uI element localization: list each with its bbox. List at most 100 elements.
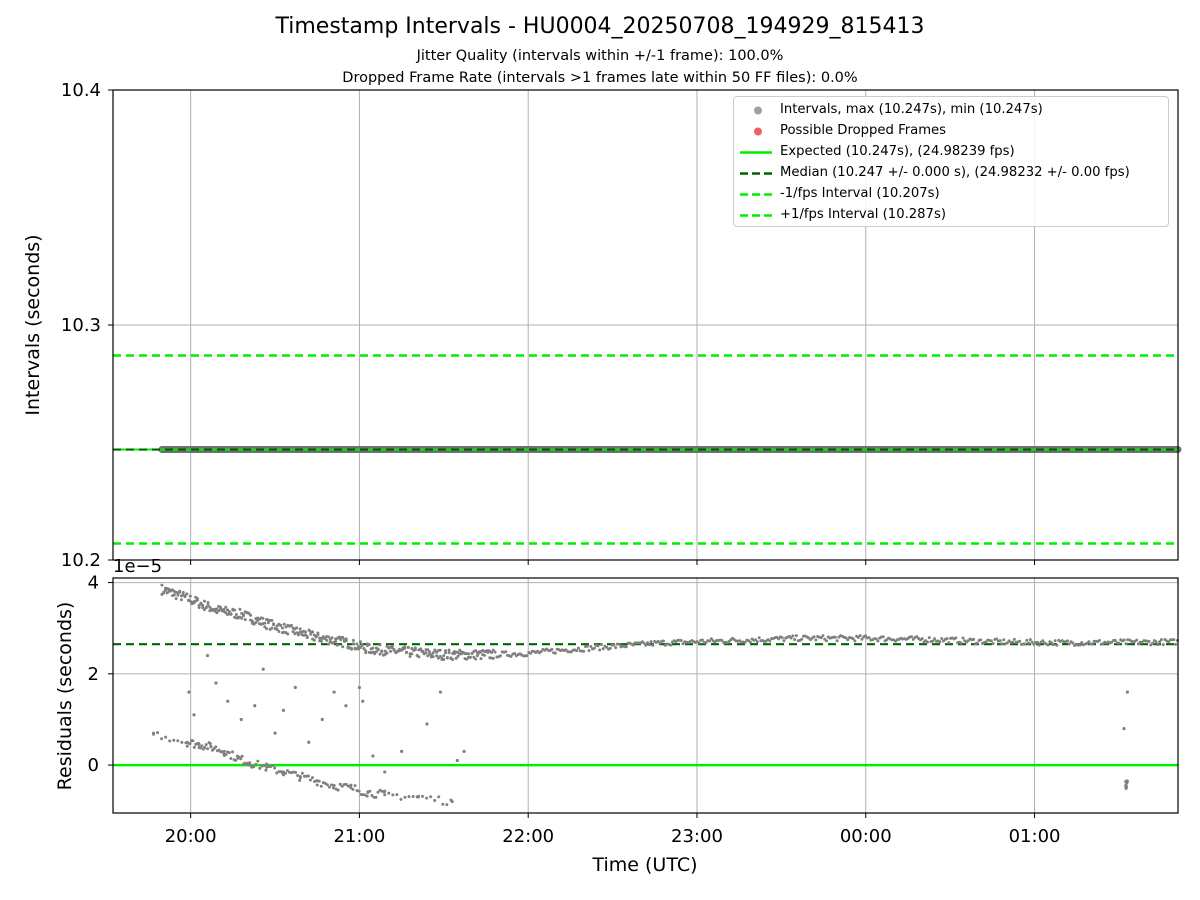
residual-point-27 — [183, 595, 187, 599]
residual-point-636 — [954, 636, 958, 640]
residual-point-702 — [1071, 641, 1075, 645]
residual-point-216 — [351, 642, 355, 646]
residual-point-436 — [599, 643, 603, 647]
residual-low-point-891 — [395, 793, 399, 797]
residuals-y-tick-label-1: 2 — [88, 664, 99, 685]
residual-point-539 — [782, 639, 786, 643]
residual-point-152 — [295, 626, 299, 630]
residual-point-372 — [490, 650, 494, 654]
residual-point-365 — [482, 653, 486, 657]
residual-point-569 — [835, 639, 839, 643]
residual-point-162 — [303, 630, 307, 634]
residual-low-point-784 — [203, 745, 207, 749]
residual-point-83 — [233, 608, 237, 612]
residual-point-707 — [1080, 641, 1084, 645]
residual-low-point-933 — [1125, 779, 1129, 783]
legend-line-median — [740, 172, 772, 175]
residual-point-22 — [179, 598, 183, 602]
residual-point-595 — [881, 635, 885, 639]
residual-point-168 — [309, 632, 313, 636]
residual-point-205 — [341, 645, 345, 649]
residual-point-498 — [709, 637, 713, 641]
residual-point-124 — [270, 626, 274, 630]
residual-point-325 — [447, 651, 451, 655]
residual-point-321 — [443, 649, 447, 653]
residual-outlier-point-949 — [357, 685, 362, 690]
residual-low-point-799 — [224, 753, 228, 757]
residual-low-point-844 — [300, 771, 304, 775]
residual-point-333 — [454, 656, 458, 660]
chart-title: Timestamp Intervals - HU0004_20250708_19… — [275, 14, 925, 39]
residual-low-point-810 — [240, 754, 244, 758]
residual-point-357 — [475, 654, 479, 658]
residual-point-197 — [334, 639, 338, 643]
residual-point-127 — [272, 622, 276, 626]
intervals-y-tick-label-1: 10.3 — [61, 315, 101, 336]
residual-point-302 — [428, 650, 432, 654]
intervals-panel — [112, 89, 1182, 561]
residual-low-point-842 — [298, 778, 302, 782]
residual-low-point-915 — [152, 731, 156, 735]
residual-outlier-point-940 — [253, 704, 257, 708]
chart-subtitle-dropped: Dropped Frame Rate (intervals >1 frames … — [342, 70, 858, 86]
residual-point-120 — [266, 621, 270, 625]
residual-low-point-829 — [273, 766, 277, 770]
residual-point-287 — [413, 648, 417, 652]
residual-point-523 — [754, 638, 758, 642]
intervals-y-tick-label-0: 10.2 — [61, 550, 101, 571]
residual-low-point-881 — [370, 793, 374, 797]
residual-point-683 — [1037, 643, 1041, 647]
residual-low-point-929 — [383, 793, 387, 797]
residuals-trend-points — [160, 583, 1179, 662]
residual-low-point-926 — [332, 784, 336, 788]
residual-low-point-922 — [265, 765, 269, 769]
residual-point-563 — [825, 639, 829, 643]
residual-low-point-775 — [191, 739, 195, 743]
residual-point-242 — [374, 650, 378, 654]
residual-point-189 — [327, 642, 331, 646]
residual-point-125 — [270, 618, 274, 622]
legend-line-expected — [740, 151, 772, 154]
residual-point-520 — [748, 640, 752, 644]
residual-outlier-point-948 — [344, 704, 348, 708]
residual-low-point-903 — [441, 802, 445, 806]
residual-point-203 — [339, 638, 343, 642]
residual-point-277 — [405, 650, 409, 654]
residual-low-point-894 — [407, 795, 411, 799]
legend-label-minus-fps: -1/fps Interval (10.207s) — [780, 186, 940, 201]
residual-low-point-765 — [164, 735, 168, 739]
residual-point-300 — [426, 648, 430, 652]
residual-point-612 — [911, 637, 915, 641]
residual-low-point-832 — [279, 770, 283, 774]
residual-low-point-786 — [206, 747, 210, 751]
residual-point-426 — [582, 649, 586, 653]
residual-point-224 — [358, 640, 362, 644]
residual-point-749 — [1154, 640, 1158, 644]
residual-point-574 — [844, 636, 848, 640]
residual-low-point-823 — [262, 764, 266, 768]
residual-point-62 — [215, 607, 219, 611]
residual-point-441 — [608, 646, 612, 650]
residual-low-point-902 — [437, 795, 441, 799]
residual-point-430 — [589, 645, 593, 649]
residuals-low-points — [152, 731, 1129, 807]
residual-low-point-932 — [1124, 784, 1128, 788]
residual-point-281 — [408, 654, 412, 658]
residual-point-728 — [1117, 641, 1121, 645]
residual-point-299 — [424, 651, 428, 655]
residual-point-560 — [819, 636, 823, 640]
residual-point-668 — [1011, 640, 1015, 644]
residual-outlier-point-942 — [273, 731, 277, 735]
residual-point-713 — [1090, 642, 1094, 646]
residual-low-point-782 — [200, 744, 204, 748]
residual-point-682 — [1035, 640, 1039, 644]
residual-point-156 — [298, 627, 302, 631]
residual-point-221 — [355, 642, 359, 646]
residual-point-17 — [174, 597, 178, 601]
residual-point-29 — [185, 592, 189, 596]
residual-point-173 — [312, 638, 316, 642]
residual-point-275 — [403, 645, 407, 649]
residual-point-136 — [280, 626, 284, 630]
residual-point-387 — [513, 652, 517, 656]
